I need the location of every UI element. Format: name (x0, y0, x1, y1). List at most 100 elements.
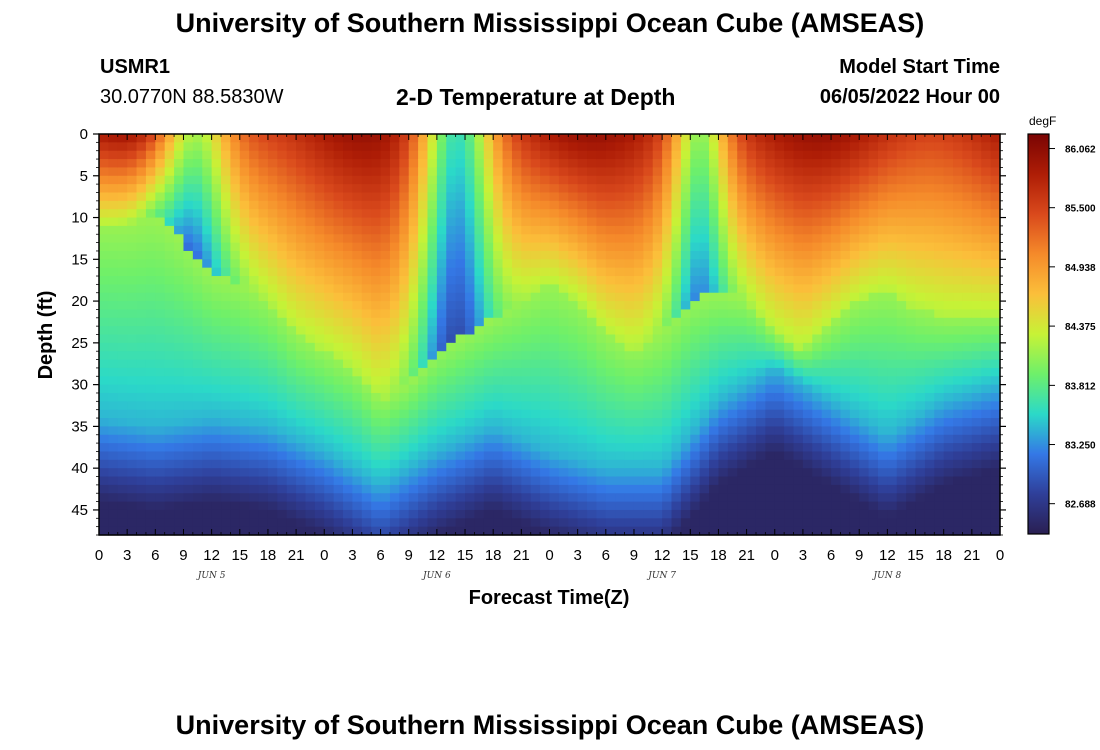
heatmap-cell (530, 284, 541, 294)
heatmap-cell (624, 476, 635, 486)
heatmap-cell (915, 175, 926, 185)
heatmap-cell (483, 434, 494, 444)
heatmap-cell (352, 518, 363, 528)
heatmap-cell (587, 418, 598, 427)
heatmap-cell (389, 134, 400, 143)
heatmap-cell (690, 159, 701, 169)
heatmap-cell (277, 200, 288, 210)
heatmap-cell (192, 401, 203, 411)
heatmap-cell (352, 225, 363, 235)
heatmap-cell (389, 284, 400, 294)
heatmap-cell (699, 142, 710, 152)
heatmap-cell (718, 342, 729, 352)
heatmap-cell (577, 418, 588, 427)
heatmap-cell (136, 317, 147, 327)
heatmap-cell (831, 518, 842, 528)
heatmap-cell (530, 376, 541, 386)
heatmap-cell (953, 192, 964, 202)
heatmap-cell (727, 451, 738, 461)
heatmap-cell (784, 209, 795, 219)
heatmap-cell (934, 184, 945, 194)
heatmap-cell (859, 493, 870, 503)
heatmap-cell (924, 476, 935, 486)
heatmap-cell (615, 518, 626, 528)
heatmap-cell (802, 184, 813, 194)
heatmap-cell (540, 351, 551, 361)
heatmap-cell (549, 367, 560, 377)
heatmap-cell (990, 192, 1001, 202)
heatmap-cell (971, 200, 982, 210)
heatmap-cell (230, 359, 241, 369)
heatmap-cell (436, 409, 447, 419)
heatmap-cell (230, 509, 241, 519)
heatmap-cell (427, 284, 438, 294)
heatmap-cell (249, 250, 260, 260)
heatmap-cell (286, 217, 297, 227)
heatmap-cell (662, 192, 673, 202)
heatmap-cell (305, 392, 316, 402)
heatmap-cell (802, 209, 813, 219)
heatmap-cell (155, 267, 166, 277)
heatmap-cell (380, 376, 391, 386)
heatmap-cell (774, 301, 785, 311)
heatmap-cell (145, 200, 156, 210)
heatmap-cell (727, 292, 738, 302)
heatmap-cell (943, 292, 954, 302)
heatmap-cell (436, 150, 447, 160)
heatmap-cell (267, 250, 278, 260)
heatmap-cell (812, 392, 823, 402)
heatmap-cell (643, 184, 654, 194)
heatmap-cell (924, 276, 935, 285)
heatmap-cell (699, 301, 710, 311)
heatmap-cell (906, 326, 917, 336)
heatmap-cell (774, 134, 785, 143)
heatmap-cell (774, 150, 785, 160)
heatmap-cell (943, 376, 954, 386)
heatmap-cell (455, 242, 466, 252)
heatmap-cell (812, 476, 823, 486)
heatmap-cell (540, 159, 551, 169)
heatmap-cell (192, 192, 203, 202)
heatmap-cell (887, 309, 898, 319)
heatmap-cell (174, 509, 185, 519)
heatmap-cell (145, 451, 156, 461)
heatmap-cell (587, 292, 598, 302)
heatmap-cell (896, 484, 907, 494)
heatmap-cell (934, 134, 945, 143)
heatmap-cell (981, 284, 992, 294)
heatmap-cell (971, 468, 982, 478)
heatmap-cell (624, 292, 635, 302)
heatmap-cell (605, 267, 616, 277)
heatmap-cell (953, 242, 964, 252)
heatmap-cell (859, 175, 870, 185)
heatmap-cell (577, 359, 588, 369)
heatmap-cell (615, 401, 626, 411)
heatmap-cell (765, 476, 776, 486)
heatmap-cell (502, 509, 513, 519)
heatmap-cell (127, 392, 138, 402)
heatmap-cell (831, 134, 842, 143)
heatmap-cell (202, 292, 213, 302)
heatmap-cell (624, 259, 635, 269)
heatmap-cell (868, 359, 879, 369)
heatmap-cell (108, 134, 119, 143)
heatmap-cell (934, 250, 945, 260)
heatmap-cell (164, 134, 175, 143)
heatmap-cell (258, 409, 269, 419)
heatmap-cell (812, 526, 823, 536)
heatmap-cell (446, 443, 457, 453)
heatmap-cell (371, 142, 382, 152)
heatmap-cell (587, 301, 598, 311)
heatmap-cell (624, 367, 635, 377)
heatmap-cell (821, 526, 832, 536)
heatmap-cell (558, 359, 569, 369)
heatmap-cell (680, 409, 691, 419)
heatmap-cell (427, 468, 438, 478)
heatmap-cell (915, 259, 926, 269)
heatmap-cell (727, 150, 738, 160)
heatmap-cell (221, 426, 231, 436)
heatmap-cell (953, 443, 964, 453)
heatmap-cell (511, 175, 522, 185)
heatmap-cell (380, 167, 391, 177)
heatmap-cell (108, 384, 119, 394)
